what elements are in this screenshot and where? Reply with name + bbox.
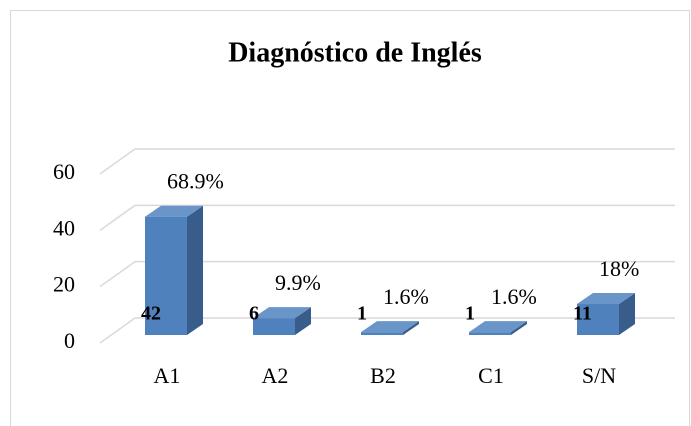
x-tick-label: C1 bbox=[478, 363, 504, 388]
data-label: 11 bbox=[573, 303, 592, 325]
x-tick-label: S/N bbox=[582, 363, 616, 388]
data-label: 42 bbox=[141, 303, 161, 325]
bar-top bbox=[577, 293, 635, 305]
bar-side bbox=[187, 205, 203, 335]
x-tick-label: A2 bbox=[262, 363, 289, 388]
grid-line bbox=[99, 204, 675, 231]
percent-label: 18% bbox=[599, 256, 639, 281]
percent-label: 68.9% bbox=[167, 169, 224, 194]
y-tick-label: 40 bbox=[53, 215, 75, 240]
bar-side bbox=[403, 321, 419, 335]
grid-line bbox=[99, 148, 675, 175]
bar-side bbox=[511, 321, 527, 335]
percent-label: 1.6% bbox=[491, 284, 537, 309]
data-label: 6 bbox=[249, 303, 259, 325]
y-tick-label: 60 bbox=[53, 159, 75, 184]
grid-line bbox=[99, 317, 675, 344]
x-tick-label: B2 bbox=[370, 363, 396, 388]
percent-label: 9.9% bbox=[275, 270, 321, 295]
grid-line bbox=[99, 260, 675, 288]
y-tick-label: 0 bbox=[64, 328, 75, 353]
bar-top bbox=[469, 321, 527, 333]
bar bbox=[253, 318, 295, 335]
chart-title: Diagnóstico de Inglés bbox=[228, 37, 482, 68]
y-tick-label: 20 bbox=[53, 272, 75, 297]
bar bbox=[145, 216, 187, 335]
data-label: 1 bbox=[465, 303, 475, 325]
bar-top bbox=[253, 307, 311, 319]
x-tick-label: A1 bbox=[154, 363, 181, 388]
bar bbox=[577, 304, 619, 335]
bar-top bbox=[145, 205, 203, 217]
bar-side bbox=[295, 307, 311, 335]
bar bbox=[469, 332, 511, 335]
chart-frame bbox=[10, 10, 690, 426]
percent-label: 1.6% bbox=[383, 284, 429, 309]
bar-top bbox=[361, 321, 419, 333]
bar bbox=[361, 332, 403, 335]
data-label: 1 bbox=[357, 303, 367, 325]
bar-side bbox=[619, 293, 635, 335]
